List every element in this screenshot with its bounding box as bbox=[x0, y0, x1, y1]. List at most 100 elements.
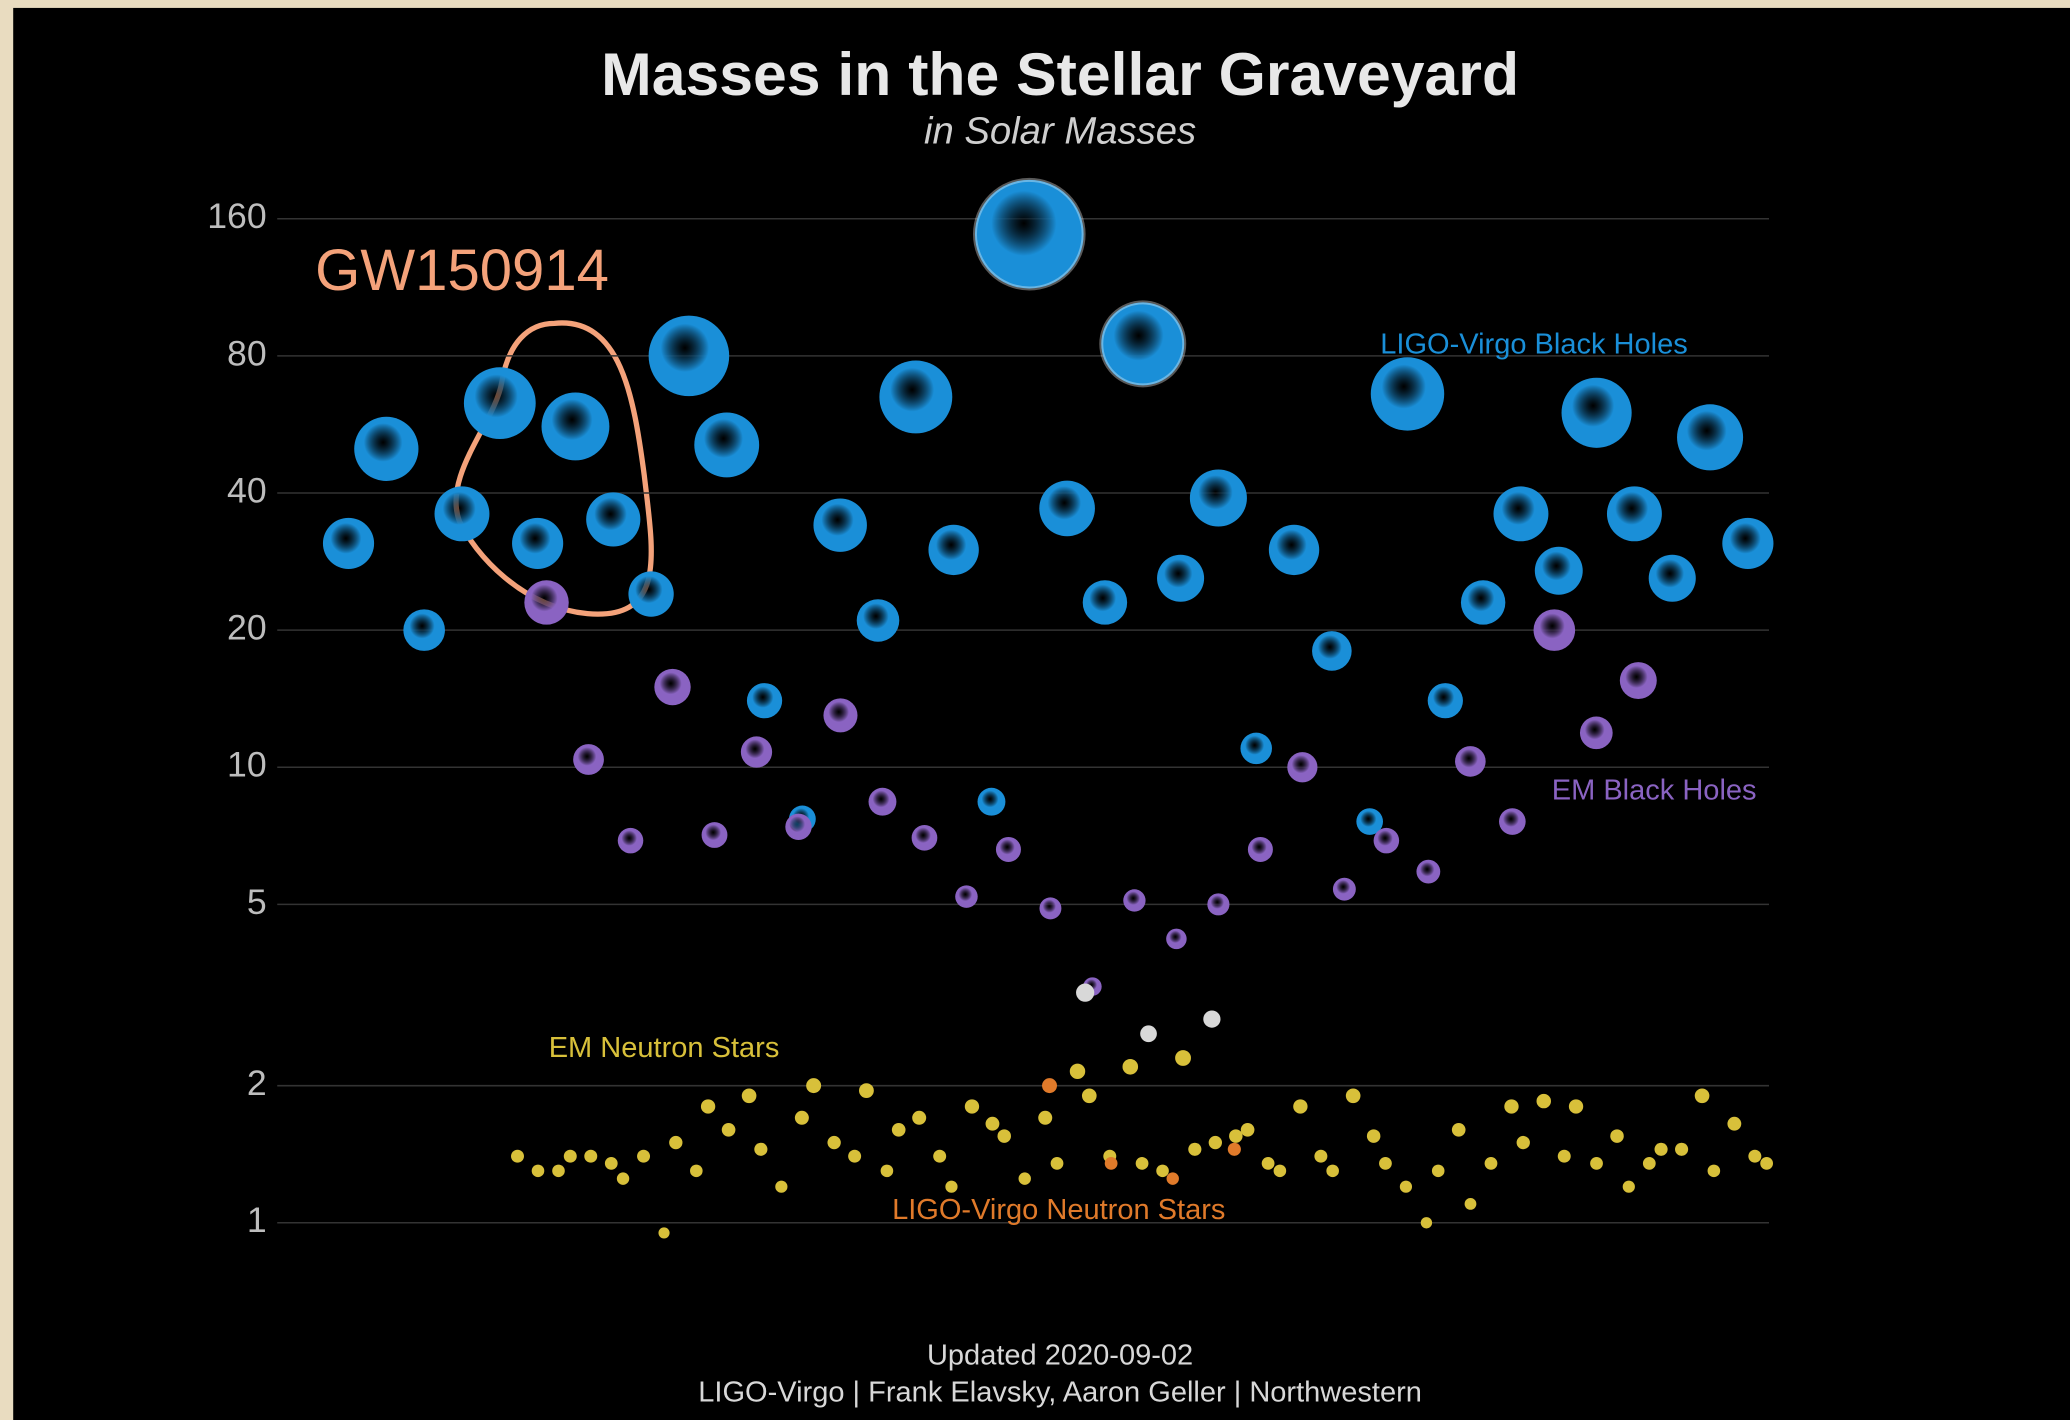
data-point bbox=[1207, 893, 1230, 916]
data-point bbox=[690, 1164, 703, 1178]
series-label: EM Neutron Stars bbox=[549, 1032, 780, 1064]
data-point bbox=[806, 1078, 822, 1094]
data-point bbox=[1082, 580, 1128, 625]
data-point bbox=[1727, 1116, 1742, 1131]
data-point bbox=[955, 885, 978, 908]
data-point bbox=[794, 1110, 809, 1125]
data-point bbox=[694, 412, 760, 478]
data-point bbox=[1748, 1149, 1762, 1163]
data-point bbox=[1451, 1122, 1466, 1137]
data-point bbox=[524, 580, 569, 625]
data-point bbox=[1399, 1180, 1413, 1193]
data-point bbox=[637, 1149, 651, 1163]
data-point bbox=[1203, 1010, 1221, 1028]
data-point bbox=[1189, 469, 1247, 527]
data-point bbox=[434, 486, 490, 542]
data-point bbox=[977, 787, 1006, 816]
data-point bbox=[1345, 1088, 1361, 1104]
data-point bbox=[531, 1164, 545, 1178]
data-point bbox=[1314, 1149, 1328, 1163]
data-point bbox=[879, 360, 953, 434]
data-point bbox=[972, 177, 1086, 291]
data-point bbox=[1561, 377, 1632, 448]
data-point bbox=[573, 744, 604, 775]
y-tick-label: 5 bbox=[247, 882, 267, 922]
data-point bbox=[995, 836, 1021, 862]
data-point bbox=[1042, 1078, 1058, 1094]
data-point bbox=[512, 517, 564, 569]
data-point bbox=[859, 1083, 874, 1099]
data-point bbox=[1175, 1050, 1191, 1066]
data-point bbox=[1157, 554, 1205, 602]
series-label: EM Black Holes bbox=[1552, 774, 1757, 806]
data-point bbox=[933, 1149, 947, 1163]
data-point bbox=[1039, 480, 1095, 537]
data-point bbox=[654, 668, 691, 706]
y-tick-label: 80 bbox=[227, 333, 267, 373]
data-point bbox=[1166, 1172, 1179, 1185]
data-point bbox=[1104, 1157, 1118, 1170]
data-point bbox=[1484, 1157, 1498, 1170]
data-point bbox=[1166, 928, 1187, 950]
data-point bbox=[1416, 859, 1441, 884]
data-point bbox=[741, 1088, 757, 1104]
data-point bbox=[1533, 609, 1576, 651]
data-point bbox=[785, 813, 812, 840]
y-tick-label: 1 bbox=[247, 1200, 267, 1240]
data-point bbox=[813, 498, 867, 552]
data-point bbox=[463, 367, 536, 440]
data-point bbox=[701, 822, 728, 848]
data-point bbox=[541, 392, 610, 461]
data-point bbox=[354, 416, 419, 481]
data-point bbox=[1606, 486, 1662, 542]
data-point bbox=[1081, 1088, 1097, 1104]
data-point bbox=[1099, 300, 1187, 388]
data-point bbox=[1654, 1142, 1668, 1156]
data-point bbox=[945, 1180, 958, 1193]
data-point bbox=[912, 1110, 927, 1125]
data-point bbox=[1622, 1180, 1635, 1193]
annotation: GW150914 bbox=[315, 238, 609, 303]
data-point bbox=[648, 315, 730, 397]
y-tick-label: 20 bbox=[227, 608, 267, 648]
data-point bbox=[1050, 1157, 1064, 1170]
data-point bbox=[1312, 631, 1352, 671]
data-point bbox=[985, 1116, 1000, 1131]
data-point bbox=[1261, 1157, 1275, 1170]
data-point bbox=[1590, 1157, 1603, 1170]
data-point bbox=[1431, 1164, 1445, 1178]
data-point bbox=[1619, 662, 1657, 700]
data-point bbox=[1675, 1142, 1689, 1156]
data-point bbox=[1464, 1198, 1477, 1210]
data-point bbox=[1379, 1157, 1392, 1170]
data-point bbox=[1293, 1099, 1308, 1114]
data-point bbox=[911, 824, 938, 851]
data-point bbox=[1499, 808, 1526, 835]
chart-subtitle: in Solar Masses bbox=[924, 109, 1196, 152]
data-point bbox=[1493, 486, 1549, 542]
y-tick-label: 10 bbox=[227, 745, 267, 785]
chart-title: Masses in the Stellar Graveyard bbox=[601, 40, 1519, 108]
data-point bbox=[1579, 716, 1613, 750]
data-point bbox=[1247, 836, 1273, 862]
data-point bbox=[616, 1172, 630, 1185]
footer-updated: Updated 2020-09-02 bbox=[927, 1339, 1193, 1371]
data-point bbox=[1534, 546, 1583, 595]
data-point bbox=[1642, 1157, 1656, 1170]
data-point bbox=[1370, 357, 1445, 431]
data-point bbox=[928, 524, 979, 576]
data-point bbox=[1208, 1135, 1222, 1150]
data-point bbox=[746, 683, 783, 719]
data-point bbox=[1229, 1129, 1243, 1143]
data-point bbox=[584, 1149, 598, 1163]
data-point bbox=[1039, 897, 1062, 920]
data-point bbox=[563, 1149, 577, 1163]
data-point bbox=[1516, 1135, 1530, 1150]
data-point bbox=[1156, 1164, 1169, 1178]
y-tick-label: 2 bbox=[247, 1063, 267, 1103]
data-point bbox=[403, 609, 445, 651]
data-point bbox=[1536, 1093, 1551, 1109]
data-point bbox=[740, 736, 773, 768]
data-point bbox=[1707, 1164, 1721, 1178]
